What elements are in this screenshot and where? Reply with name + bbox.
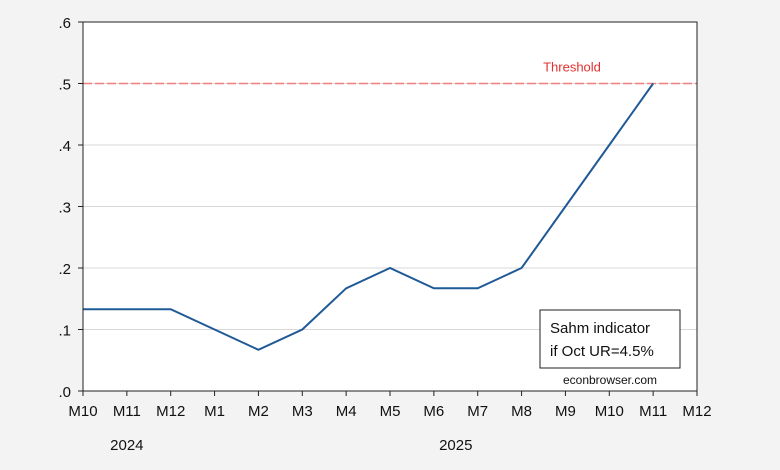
x-tick-label: M7 [467,403,488,420]
year-label: 2024 [110,437,143,454]
x-tick-label: M1 [204,403,225,420]
source-label: econbrowser.com [563,373,657,387]
y-tick-label: .0 [58,384,71,401]
x-tick-label: M5 [380,403,401,420]
x-tick-label: M12 [156,403,185,420]
x-tick-label: M9 [555,403,576,420]
x-tick-label: M4 [336,403,357,420]
y-tick-label: .3 [58,200,71,217]
y-tick-label: .6 [58,15,71,32]
threshold-label: Threshold [543,60,601,75]
x-tick-label: M12 [682,403,711,420]
y-tick-label: .2 [58,261,71,278]
x-tick-label: M2 [248,403,269,420]
legend-line-1: Sahm indicator [550,320,650,337]
x-tick-label: M3 [292,403,313,420]
y-tick-label: .5 [58,77,71,94]
x-tick-label: M6 [423,403,444,420]
x-tick-label: M10 [595,403,624,420]
y-tick-label: .4 [58,138,71,155]
x-tick-label: M11 [639,403,667,420]
x-tick-label: M8 [511,403,532,420]
legend-line-2: if Oct UR=4.5% [550,343,654,360]
legend-box: Sahm indicator if Oct UR=4.5% [539,309,681,369]
x-tick-label: M11 [113,403,141,420]
year-label: 2025 [439,437,472,454]
x-tick-label: M10 [68,403,97,420]
y-tick-label: .1 [58,323,71,340]
sahm-series-line [83,82,654,351]
